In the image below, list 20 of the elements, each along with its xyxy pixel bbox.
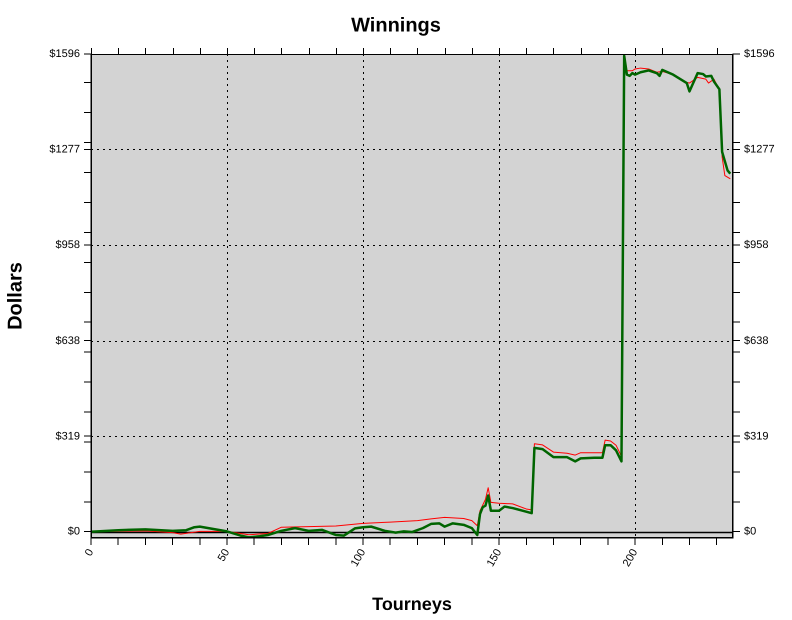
x-tick-label: 50 — [216, 547, 232, 564]
y-tick-label: $638 — [56, 334, 80, 347]
y2-tick-label: $1277 — [744, 144, 775, 156]
x-tick-label: 150 — [484, 547, 504, 569]
y-tick-label: $1277 — [49, 144, 80, 156]
y2-tick-label: $958 — [744, 238, 768, 251]
y-tick-label: $0 — [68, 526, 80, 538]
y-tick-label: $319 — [56, 430, 80, 442]
chart-title: Winnings — [351, 14, 441, 37]
y-axis-title: Dollars — [4, 262, 27, 330]
y-tick-label: $1596 — [49, 48, 80, 60]
x-tick-label: 0 — [82, 547, 96, 558]
x-tick-label: 200 — [620, 547, 640, 569]
y2-tick-label: $0 — [744, 526, 756, 538]
y2-tick-label: $319 — [744, 430, 768, 442]
y-tick-label: $958 — [56, 238, 80, 251]
x-axis-title: Tourneys — [372, 594, 452, 614]
y2-tick-label: $638 — [744, 334, 768, 347]
y2-tick-label: $1596 — [744, 48, 775, 60]
x-tick-label: 100 — [348, 547, 368, 569]
